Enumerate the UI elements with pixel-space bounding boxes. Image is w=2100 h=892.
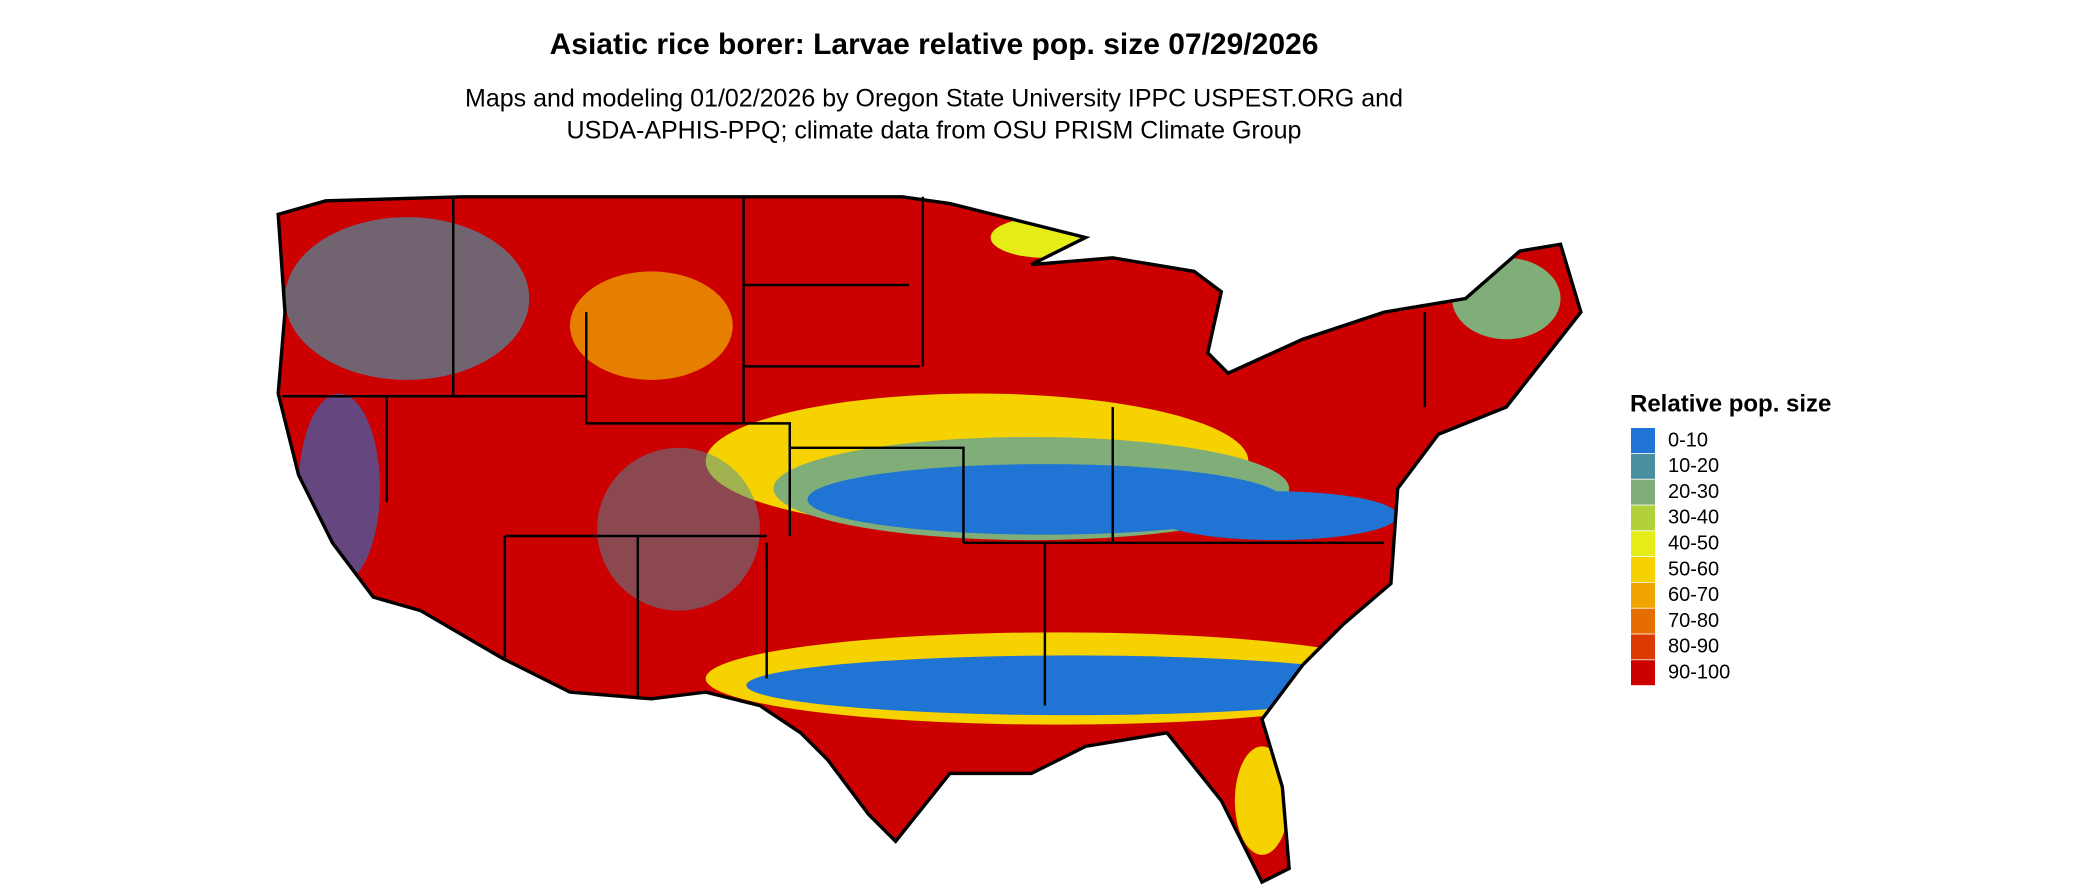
legend-swatch — [1631, 453, 1655, 479]
legend-swatch — [1631, 660, 1655, 686]
legend-label: 20-30 — [1668, 481, 1719, 503]
state-borders — [282, 196, 1427, 706]
legend-label: 40-50 — [1668, 532, 1719, 554]
legend-label: 70-80 — [1668, 610, 1719, 632]
map-zone — [746, 655, 1398, 716]
map-zone — [284, 217, 530, 380]
legend-swatch — [1631, 608, 1655, 634]
legend-swatch — [1631, 428, 1655, 453]
map-zone — [1153, 491, 1398, 541]
map-zone — [597, 447, 760, 611]
legend-label: 90-100 — [1668, 661, 1730, 683]
legend-label: 0-10 — [1668, 429, 1708, 451]
map-zone — [298, 393, 380, 584]
legend-swatch — [1631, 557, 1655, 582]
legend-label: 80-90 — [1668, 636, 1719, 658]
country-outline — [276, 195, 1583, 885]
map-zone — [1451, 257, 1561, 340]
legend-swatch — [1631, 479, 1655, 505]
legend: 0-10 10-20 20-30 30-40 40-50 50-60 60-70 70-80 8… — [1631, 428, 1730, 686]
legend-title: Relative pop. size — [1630, 390, 1831, 417]
legend-label: 50-60 — [1668, 558, 1719, 580]
map — [276, 195, 1583, 885]
legend-swatch — [1631, 582, 1655, 608]
legend-label: 60-70 — [1668, 584, 1719, 606]
map-zone — [569, 271, 733, 380]
legend-swatch — [1631, 531, 1655, 557]
legend-swatch — [1631, 634, 1655, 660]
subtitle-line: USDA-APHIS-PPQ; climate data from OSU PR… — [567, 117, 1302, 145]
map-zone — [1234, 746, 1290, 855]
legend-label: 10-20 — [1668, 455, 1719, 477]
legend-swatch — [1631, 505, 1655, 531]
subtitle-line: Maps and modeling 01/02/2026 by Oregon S… — [465, 85, 1403, 113]
title: Asiatic rice borer: Larvae relative pop.… — [550, 28, 1319, 61]
legend-label: 30-40 — [1668, 507, 1719, 529]
